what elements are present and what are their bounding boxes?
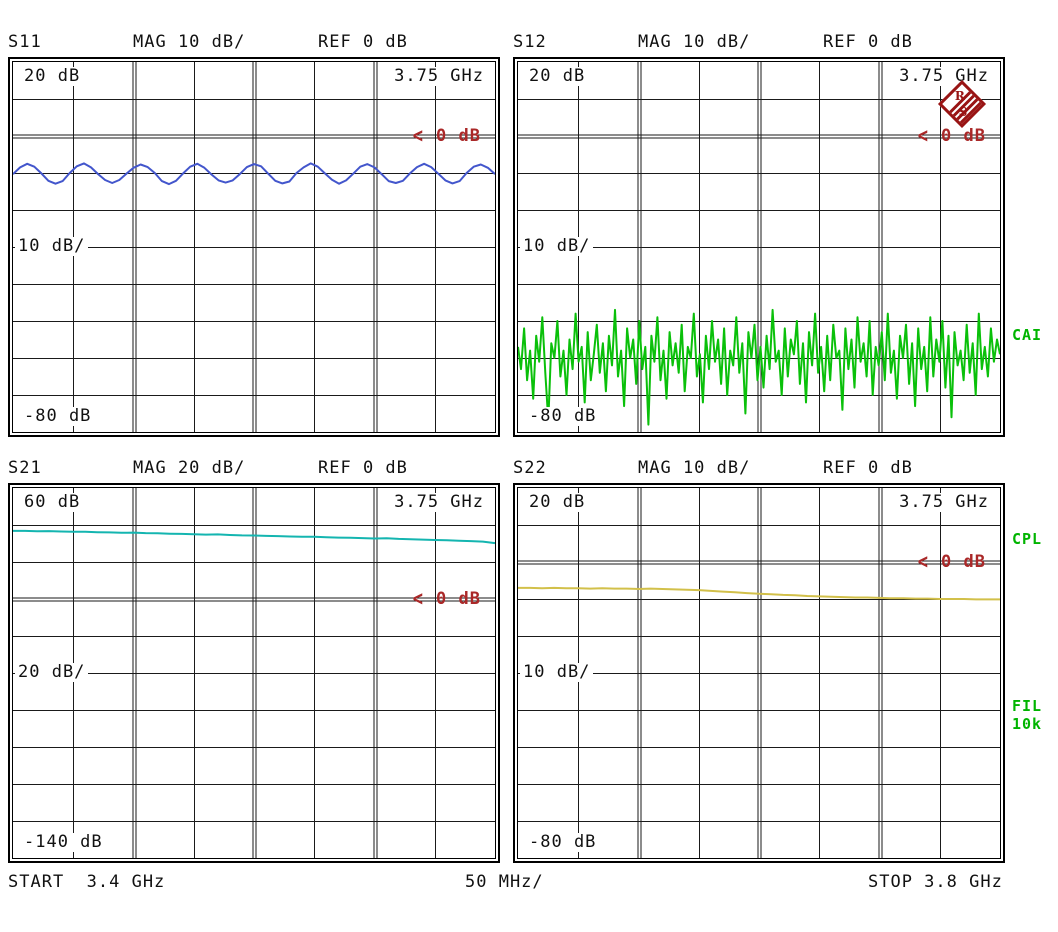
plot-grid-s21: 60 dB 3.75 GHz 20 dB/ -140 dB <0 dB [12, 487, 496, 859]
top-scale-label: 20 dB [21, 67, 84, 86]
trace-name-label: S12 [513, 32, 547, 52]
reference-level-label: REF 0 dB [318, 458, 408, 478]
reference-level-label: REF 0 dB [823, 32, 913, 52]
marker-arrow-icon: < [917, 123, 930, 149]
per-division-label: 10 dB/ [15, 237, 89, 256]
marker-value: 0 dB [436, 589, 481, 609]
scale-per-div-label: MAG 10 dB/ [133, 32, 246, 52]
bottom-scale-label: -140 dB [21, 833, 106, 852]
per-division-label: 20 dB/ [15, 663, 89, 682]
marker-arrow-icon: < [917, 549, 930, 575]
reference-level-marker: <0 dB [412, 123, 481, 149]
panel-header-s21: S21 MAG 20 dB/ REF 0 dB [8, 456, 500, 483]
status-label-if-filter: FIL [1012, 697, 1043, 715]
panel-header-s12: S12 MAG 10 dB/ REF 0 dB [513, 30, 1005, 57]
panel-s12: S12 MAG 10 dB/ REF 0 dB 20 dB 3.75 GHz 1… [513, 30, 1005, 437]
panel-s22: S22 MAG 10 dB/ REF 0 dB 20 dB 3.75 GHz 1… [513, 456, 1005, 863]
status-label-if-bandwidth: 10k [1012, 715, 1043, 733]
plot-frame-s11: 20 dB 3.75 GHz 10 dB/ -80 dB <0 dB [8, 57, 500, 437]
reference-level-marker: <0 dB [917, 549, 986, 575]
logo-letter-s: S [958, 105, 968, 120]
bottom-scale-label: -80 dB [21, 407, 95, 426]
reference-level-label: REF 0 dB [318, 32, 408, 52]
rohde-schwarz-logo: R S [932, 74, 992, 134]
top-scale-label: 20 dB [526, 493, 589, 512]
marker-value: 0 dB [436, 126, 481, 146]
per-division-label: 10 dB/ [520, 237, 594, 256]
reference-level-marker: <0 dB [917, 123, 986, 149]
marker-frequency-label: 3.75 GHz [391, 67, 487, 86]
top-scale-label: 60 dB [21, 493, 84, 512]
reference-level-label: REF 0 dB [823, 458, 913, 478]
trace-name-label: S21 [8, 458, 42, 478]
plot-grid-s11: 20 dB 3.75 GHz 10 dB/ -80 dB <0 dB [12, 61, 496, 433]
plot-frame-s12: 20 dB 3.75 GHz 10 dB/ -80 dB <0 dB R S [513, 57, 1005, 437]
plot-frame-s22: 20 dB 3.75 GHz 10 dB/ -80 dB <0 dB [513, 483, 1005, 863]
plot-grid-s22: 20 dB 3.75 GHz 10 dB/ -80 dB <0 dB [517, 487, 1001, 859]
panel-header-s11: S11 MAG 10 dB/ REF 0 dB [8, 30, 500, 57]
marker-frequency-label: 3.75 GHz [896, 493, 992, 512]
bottom-scale-label: -80 dB [526, 407, 600, 426]
panel-header-s22: S22 MAG 10 dB/ REF 0 dB [513, 456, 1005, 483]
frequency-per-div-label: 50 MHz/ [465, 872, 544, 892]
trace-name-label: S11 [8, 32, 42, 52]
marker-value: 0 dB [941, 126, 986, 146]
status-label-cal-interpolated: CAI [1012, 326, 1043, 344]
plot-frame-s21: 60 dB 3.75 GHz 20 dB/ -140 dB <0 dB [8, 483, 500, 863]
marker-value: 0 dB [941, 552, 986, 572]
per-division-label: 10 dB/ [520, 663, 594, 682]
top-scale-label: 20 dB [526, 67, 589, 86]
marker-arrow-icon: < [412, 586, 425, 612]
logo-diamond: R S [937, 79, 987, 129]
scale-per-div-label: MAG 10 dB/ [638, 32, 751, 52]
scale-per-div-label: MAG 20 dB/ [133, 458, 246, 478]
bottom-scale-label: -80 dB [526, 833, 600, 852]
panel-s21: S21 MAG 20 dB/ REF 0 dB 60 dB 3.75 GHz 2… [8, 456, 500, 863]
status-label-coupled-channels: CPL [1012, 530, 1043, 548]
logo-letter-r: R [954, 89, 965, 104]
marker-frequency-label: 3.75 GHz [391, 493, 487, 512]
start-frequency-label: START 3.4 GHz [8, 872, 166, 892]
plot-grid-s12: 20 dB 3.75 GHz 10 dB/ -80 dB <0 dB R S [517, 61, 1001, 433]
trace-name-label: S22 [513, 458, 547, 478]
scale-per-div-label: MAG 10 dB/ [638, 458, 751, 478]
marker-arrow-icon: < [412, 123, 425, 149]
reference-level-marker: <0 dB [412, 586, 481, 612]
panel-s11: S11 MAG 10 dB/ REF 0 dB 20 dB 3.75 GHz 1… [8, 30, 500, 437]
stop-frequency-label: STOP 3.8 GHz [868, 872, 1003, 892]
